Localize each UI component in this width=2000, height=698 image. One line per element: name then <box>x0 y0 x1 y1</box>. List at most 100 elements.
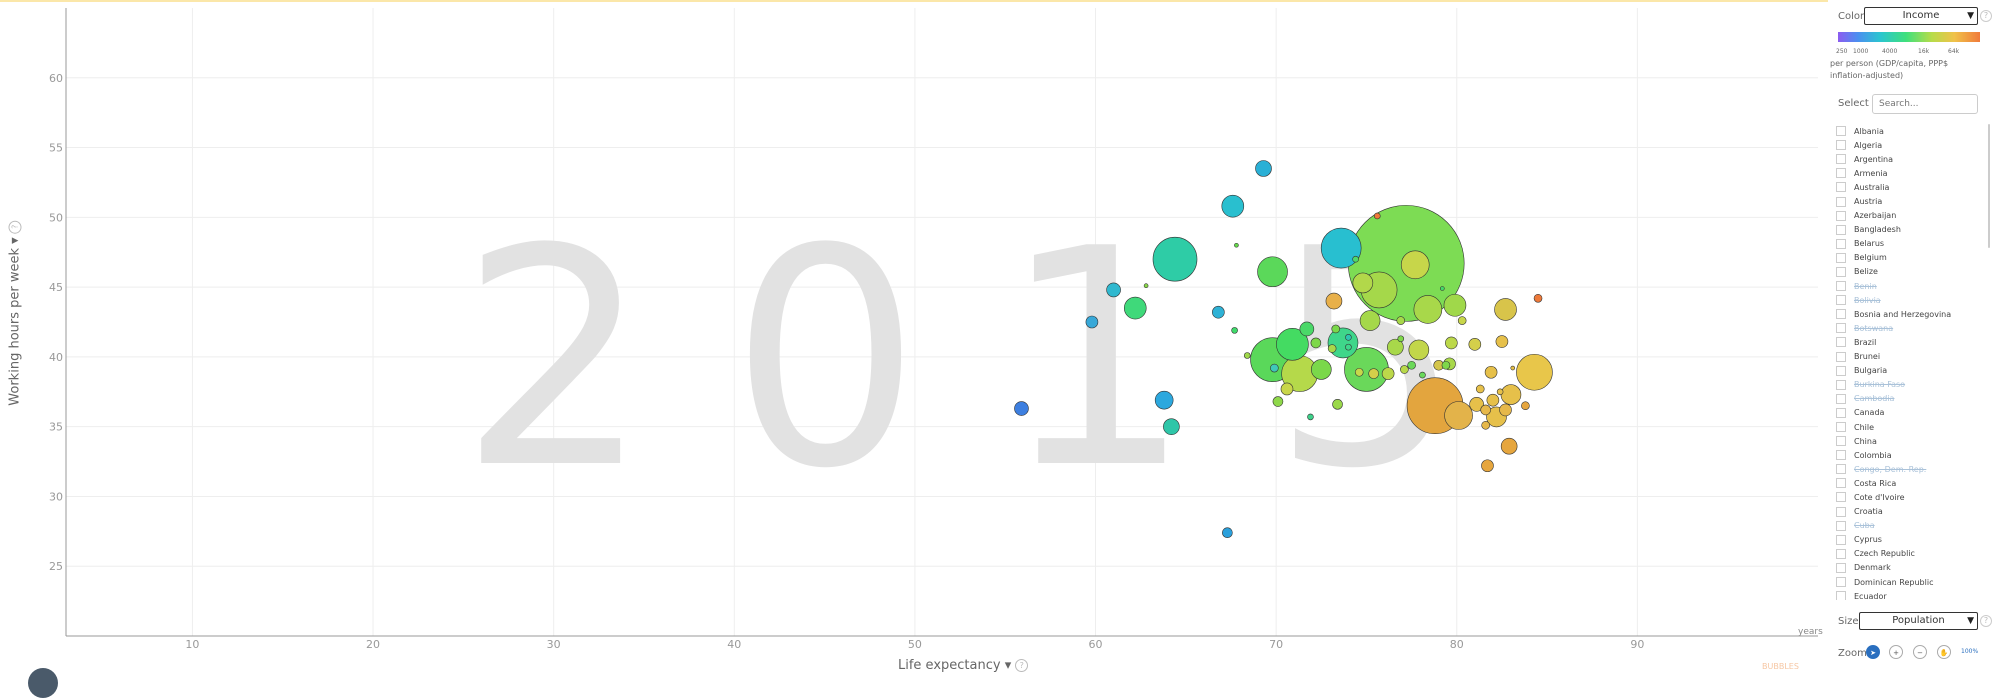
country-list-item[interactable]: Belize <box>1836 265 1986 279</box>
size-indicator-dropdown[interactable]: Population ▼ <box>1859 612 1978 630</box>
country-bubble[interactable] <box>1257 256 1288 288</box>
country-checkbox[interactable] <box>1836 506 1846 517</box>
country-list-item[interactable]: Denmark <box>1836 561 1986 575</box>
country-checkbox[interactable] <box>1836 436 1846 447</box>
country-checkbox[interactable] <box>1836 238 1846 249</box>
country-bubble[interactable] <box>1152 236 1198 282</box>
country-checkbox[interactable] <box>1836 534 1846 545</box>
country-checkbox[interactable] <box>1836 210 1846 221</box>
country-bubble[interactable] <box>1441 360 1451 370</box>
color-help-icon[interactable]: ? <box>1980 10 1992 22</box>
country-bubble[interactable] <box>1163 418 1180 435</box>
country-bubble[interactable] <box>1143 283 1149 289</box>
size-help-icon[interactable]: ? <box>1980 615 1992 627</box>
country-checkbox[interactable] <box>1836 126 1846 137</box>
country-bubble[interactable] <box>1373 212 1381 220</box>
country-list-item[interactable]: Cote d'Ivoire <box>1836 490 1986 504</box>
country-list-item[interactable]: Botswana <box>1836 321 1986 335</box>
country-bubble[interactable] <box>1359 310 1381 331</box>
avatar[interactable] <box>28 668 58 698</box>
country-bubble[interactable] <box>1276 328 1309 361</box>
country-bubble[interactable] <box>1354 367 1364 377</box>
country-bubble[interactable] <box>1327 344 1337 353</box>
country-bubble[interactable] <box>1495 335 1509 348</box>
country-bubble[interactable] <box>1106 282 1121 298</box>
country-checkbox[interactable] <box>1836 407 1846 418</box>
country-bubble[interactable] <box>1368 368 1379 379</box>
country-bubble[interactable] <box>1123 296 1147 320</box>
country-list-item[interactable]: Chile <box>1836 420 1986 434</box>
country-checkbox[interactable] <box>1836 154 1846 165</box>
country-bubble[interactable] <box>1521 401 1530 411</box>
country-checkbox[interactable] <box>1836 478 1846 489</box>
country-checkbox[interactable] <box>1836 365 1846 376</box>
country-list-item[interactable]: Burkina Faso <box>1836 378 1986 392</box>
country-bubble[interactable] <box>1310 359 1332 380</box>
country-bubble[interactable] <box>1510 365 1516 371</box>
country-bubble[interactable] <box>1345 334 1352 341</box>
country-checkbox[interactable] <box>1836 309 1846 320</box>
country-bubble[interactable] <box>1468 338 1482 351</box>
country-bubble[interactable] <box>1486 393 1500 407</box>
country-bubble[interactable] <box>1014 401 1029 416</box>
country-list-item[interactable]: Congo, Dem. Rep. <box>1836 462 1986 476</box>
country-list-item[interactable]: Canada <box>1836 406 1986 420</box>
country-checkbox[interactable] <box>1836 591 1846 600</box>
country-list-item[interactable]: Croatia <box>1836 505 1986 519</box>
country-bubble[interactable] <box>1387 338 1404 356</box>
country-bubble[interactable] <box>1231 327 1238 334</box>
zoom-out-button[interactable]: − <box>1913 645 1927 659</box>
country-list-item[interactable]: Belarus <box>1836 237 1986 251</box>
country-bubble[interactable] <box>1352 272 1374 294</box>
country-search-input[interactable] <box>1872 94 1978 114</box>
country-list-scrollbar[interactable] <box>1988 124 1990 248</box>
country-list-item[interactable]: Dominican Republic <box>1836 575 1986 589</box>
country-bubble[interactable] <box>1352 255 1359 263</box>
country-bubble[interactable] <box>1500 437 1518 455</box>
x-axis-caret-icon[interactable]: ▾ <box>1004 658 1012 673</box>
country-checkbox[interactable] <box>1836 140 1846 151</box>
y-axis-caret-icon[interactable]: ▾ <box>7 237 23 244</box>
country-checkbox[interactable] <box>1836 379 1846 390</box>
country-checkbox[interactable] <box>1836 393 1846 404</box>
country-list-item[interactable]: Czech Republic <box>1836 547 1986 561</box>
country-checkbox[interactable] <box>1836 266 1846 277</box>
x-axis-title[interactable]: Life expectancy ▾? <box>898 658 1029 673</box>
country-bubble[interactable] <box>1310 337 1322 349</box>
y-axis-help-icon[interactable]: ? <box>8 220 22 234</box>
country-list-item[interactable]: Costa Rica <box>1836 476 1986 490</box>
country-bubble[interactable] <box>1475 384 1485 394</box>
country-checkbox[interactable] <box>1836 492 1846 503</box>
country-list-item[interactable]: Cuba <box>1836 519 1986 533</box>
country-bubble[interactable] <box>1280 382 1294 396</box>
country-bubble[interactable] <box>1481 459 1494 473</box>
country-bubble[interactable] <box>1400 250 1430 280</box>
country-bubble[interactable] <box>1327 327 1359 359</box>
country-bubble[interactable] <box>1085 315 1099 329</box>
country-bubble[interactable] <box>1272 396 1284 407</box>
country-checkbox[interactable] <box>1836 450 1846 461</box>
country-list-item[interactable]: China <box>1836 434 1986 448</box>
country-checkbox[interactable] <box>1836 252 1846 263</box>
country-list-item[interactable]: Australia <box>1836 180 1986 194</box>
country-bubble[interactable] <box>1440 286 1445 291</box>
country-bubble[interactable] <box>1345 343 1352 351</box>
country-list-item[interactable]: Benin <box>1836 279 1986 293</box>
country-checkbox[interactable] <box>1836 224 1846 235</box>
country-bubble[interactable] <box>1270 363 1279 373</box>
zoom-percentage[interactable]: 100% <box>1961 648 1979 655</box>
country-checkbox[interactable] <box>1836 281 1846 292</box>
country-bubble[interactable] <box>1397 335 1405 343</box>
country-bubble[interactable] <box>1255 160 1272 177</box>
country-bubble[interactable] <box>1307 413 1314 421</box>
country-list-item[interactable]: Bosnia and Herzegovina <box>1836 307 1986 321</box>
country-bubble[interactable] <box>1494 298 1517 321</box>
country-bubble[interactable] <box>1484 365 1498 379</box>
country-checkbox[interactable] <box>1836 548 1846 559</box>
country-bubble[interactable] <box>1331 324 1341 334</box>
country-bubble[interactable] <box>1469 397 1484 412</box>
country-bubble[interactable] <box>1407 360 1416 370</box>
country-checkbox[interactable] <box>1836 520 1846 531</box>
country-bubble[interactable] <box>1325 292 1343 310</box>
country-bubble[interactable] <box>1234 242 1239 248</box>
